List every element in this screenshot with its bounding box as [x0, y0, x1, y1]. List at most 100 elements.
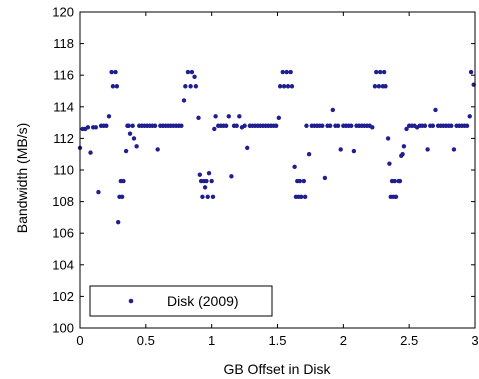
data-point	[374, 69, 379, 75]
plot-area	[79, 11, 476, 329]
data-point	[115, 219, 121, 225]
data-point	[245, 145, 250, 151]
data-point	[119, 194, 125, 200]
data-point	[299, 194, 304, 200]
y-tick-label: 108	[52, 194, 74, 209]
data-point	[185, 69, 191, 75]
data-point	[288, 69, 293, 75]
data-point	[223, 123, 229, 128]
data-point	[306, 152, 312, 157]
ticks	[79, 11, 476, 329]
data-point	[206, 170, 212, 176]
data-point	[297, 178, 303, 184]
x-tick-label: 2	[340, 333, 347, 348]
data-point	[320, 123, 325, 128]
data-point	[229, 174, 234, 179]
data-point	[204, 178, 209, 184]
data-point	[237, 114, 242, 119]
data-point	[123, 148, 129, 154]
data-point	[277, 84, 283, 89]
data-point	[400, 152, 405, 157]
data-point	[464, 123, 470, 128]
data-points	[77, 69, 476, 225]
y-tick-label: 102	[52, 289, 74, 304]
x-tick-label: 2.5	[400, 333, 418, 348]
data-point	[121, 178, 126, 184]
data-point	[181, 98, 187, 103]
data-point	[351, 148, 357, 154]
legend-box	[89, 285, 273, 317]
data-point	[430, 123, 436, 128]
data-point	[193, 84, 199, 89]
data-point	[130, 123, 135, 128]
y-tick-label: 110	[53, 163, 74, 178]
data-point	[280, 69, 285, 75]
legend-marker	[128, 298, 134, 304]
x-axis-label: GB Offset in Disk	[223, 361, 331, 377]
data-point	[131, 136, 137, 141]
x-tick-label: 1.5	[268, 333, 286, 348]
data-point	[197, 172, 203, 177]
y-tick-label: 106	[52, 226, 74, 241]
data-point	[383, 84, 388, 89]
data-point	[338, 147, 343, 152]
data-point	[210, 194, 216, 200]
data-point	[292, 164, 297, 170]
data-point	[209, 178, 214, 184]
data-point	[433, 107, 438, 113]
data-point	[152, 123, 158, 128]
data-point	[109, 69, 114, 75]
data-point	[385, 136, 391, 141]
data-point	[397, 178, 403, 184]
y-tick-label: 120	[52, 5, 74, 20]
data-point	[134, 144, 139, 149]
data-point	[85, 125, 91, 130]
data-point	[370, 125, 375, 130]
x-tick-label: 1	[208, 333, 215, 348]
data-point	[127, 131, 133, 136]
x-tick-label: 0	[76, 333, 83, 348]
data-point	[196, 115, 201, 121]
data-point	[202, 185, 208, 190]
data-point	[273, 123, 279, 128]
data-point	[467, 114, 472, 119]
data-point	[213, 114, 218, 119]
y-tick-label: 104	[52, 257, 74, 272]
data-point	[126, 123, 131, 128]
data-point	[304, 123, 309, 128]
data-point	[188, 84, 193, 89]
data-point	[301, 178, 307, 184]
legend: Disk (2009)	[89, 285, 273, 317]
data-point	[212, 126, 217, 132]
data-point	[425, 147, 430, 152]
data-point	[404, 126, 409, 132]
data-point	[401, 144, 407, 149]
data-point	[381, 69, 387, 75]
data-point	[114, 84, 120, 89]
data-point	[276, 115, 282, 121]
data-point	[88, 150, 93, 155]
data-point	[284, 69, 289, 75]
data-point	[155, 147, 160, 152]
data-point	[189, 69, 195, 75]
y-axis-label: Bandwidth (MB/s)	[14, 123, 30, 233]
data-point	[106, 114, 112, 119]
data-point	[330, 107, 335, 113]
data-point	[110, 84, 116, 89]
tick-labels: 0 0.5 1 1.5 2 2.5 3 100 102 104 106 108 110 112 114 116…	[52, 5, 478, 349]
data-point	[289, 84, 295, 89]
y-tick-label: 116	[53, 68, 74, 83]
data-point	[376, 84, 382, 89]
data-point	[327, 123, 333, 128]
data-point	[451, 147, 457, 152]
y-tick-label: 100	[52, 321, 74, 336]
data-point	[96, 189, 101, 195]
data-point	[179, 123, 184, 128]
x-tick-label: 3	[471, 333, 478, 348]
data-point	[392, 178, 397, 184]
data-point	[335, 123, 341, 128]
data-point	[468, 69, 474, 75]
data-point	[93, 125, 99, 130]
data-point	[192, 74, 197, 79]
